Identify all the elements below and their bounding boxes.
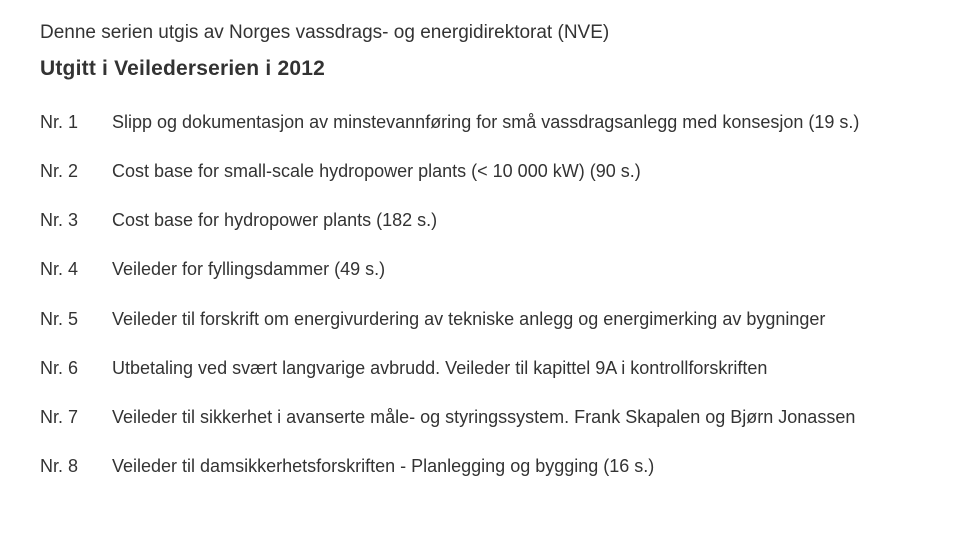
entry-text: Veileder til damsikkerhetsforskriften - …	[112, 454, 920, 479]
entry-text: Cost base for small-scale hydropower pla…	[112, 159, 920, 184]
entry-number: Nr. 3	[40, 208, 112, 233]
entry-number: Nr. 5	[40, 307, 112, 332]
list-item: Nr. 8 Veileder til damsikkerhetsforskrif…	[40, 454, 920, 479]
entry-text: Veileder for fyllingsdammer (49 s.)	[112, 257, 920, 282]
entry-number: Nr. 4	[40, 257, 112, 282]
document-page: Denne serien utgis av Norges vassdrags- …	[0, 0, 960, 499]
list-item: Nr. 6 Utbetaling ved svært langvarige av…	[40, 356, 920, 381]
series-subtitle: Utgitt i Veilederserien i 2012	[40, 55, 920, 82]
list-item: Nr. 5 Veileder til forskrift om energivu…	[40, 307, 920, 332]
list-item: Nr. 7 Veileder til sikkerhet i avanserte…	[40, 405, 920, 430]
list-item: Nr. 3 Cost base for hydropower plants (1…	[40, 208, 920, 233]
entry-text: Cost base for hydropower plants (182 s.)	[112, 208, 920, 233]
entry-number: Nr. 2	[40, 159, 112, 184]
entry-text: Slipp og dokumentasjon av minstevannføri…	[112, 110, 920, 135]
list-item: Nr. 1 Slipp og dokumentasjon av minsteva…	[40, 110, 920, 135]
entry-text: Veileder til forskrift om energivurderin…	[112, 307, 920, 332]
entry-text: Utbetaling ved svært langvarige avbrudd.…	[112, 356, 920, 381]
list-item: Nr. 4 Veileder for fyllingsdammer (49 s.…	[40, 257, 920, 282]
entry-text: Veileder til sikkerhet i avanserte måle-…	[112, 405, 920, 430]
entry-number: Nr. 1	[40, 110, 112, 135]
entry-number: Nr. 6	[40, 356, 112, 381]
series-intro: Denne serien utgis av Norges vassdrags- …	[40, 20, 920, 47]
entry-number: Nr. 7	[40, 405, 112, 430]
entry-number: Nr. 8	[40, 454, 112, 479]
entry-list: Nr. 1 Slipp og dokumentasjon av minsteva…	[40, 110, 920, 480]
list-item: Nr. 2 Cost base for small-scale hydropow…	[40, 159, 920, 184]
